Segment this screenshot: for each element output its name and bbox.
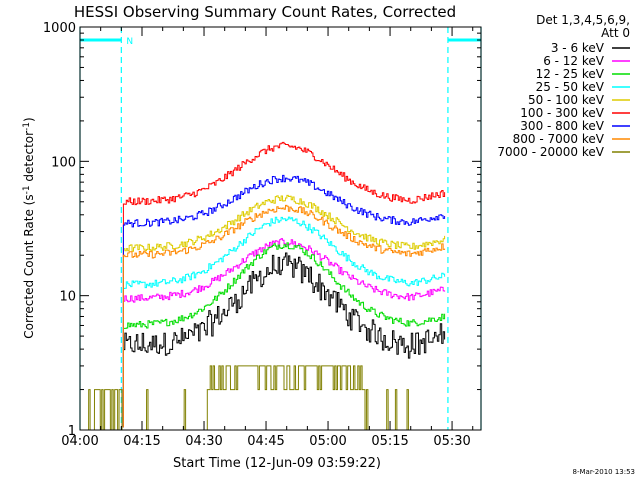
x-tick-label: 05:15 [371,434,408,449]
legend-entry-label: 7000 - 20000 keV [497,145,604,159]
legend-entry-label: 300 - 800 keV [520,119,604,133]
series-line [122,238,446,428]
y-tick-label: 1000 [43,21,76,36]
x-axis-label: Start Time (12-Jun-09 03:59:22) [173,456,381,471]
legend-entry-label: 800 - 7000 keV [513,132,605,146]
legend-entry-label: 50 - 100 keV [528,93,605,107]
plot-frame [79,26,482,431]
legend-entry-label: 3 - 6 keV [551,41,605,55]
series-line [80,365,445,431]
legend-entry-label: 6 - 12 keV [543,54,605,68]
x-tick-label: 04:45 [247,434,284,449]
y-axis-label: Corrected Count Rate (s-1 detector-1) [22,117,36,338]
night-flag-label: N [126,37,133,47]
x-tick-label: 05:00 [309,434,346,449]
plot-area: N [79,27,482,431]
series-line [122,194,446,428]
render-timestamp: 8-Mar-2010 13:53 [573,468,635,476]
series-line [122,174,446,428]
chart-title: HESSI Observing Summary Count Rates, Cor… [74,3,456,21]
x-tick-label: 04:15 [123,434,160,449]
x-tick-label: 04:00 [61,434,98,449]
y-tick-label: 10 [59,290,76,305]
x-tick-label: 04:30 [185,434,222,449]
legend-entry-label: 100 - 300 keV [520,106,604,120]
x-tick-label: 05:30 [433,434,470,449]
series-line [122,204,446,428]
y-axis: 1 10 100 1000 [43,21,481,439]
series-line [122,141,446,428]
x-axis: 04:00 04:15 04:30 04:45 05:00 05:15 05:30 [61,27,474,449]
y-tick-label: 1 [68,424,76,439]
series-line [122,242,446,428]
legend-header-attenuator: Att 0 [601,26,630,40]
legend-entry-label: 25 - 50 keV [536,80,605,94]
series-line [122,216,446,428]
legend-header: Det 1,3,4,5,6,9, [536,13,630,27]
series-line [122,252,446,428]
y-tick-label: 100 [51,155,76,170]
legend-entry-label: 12 - 25 keV [536,67,605,81]
